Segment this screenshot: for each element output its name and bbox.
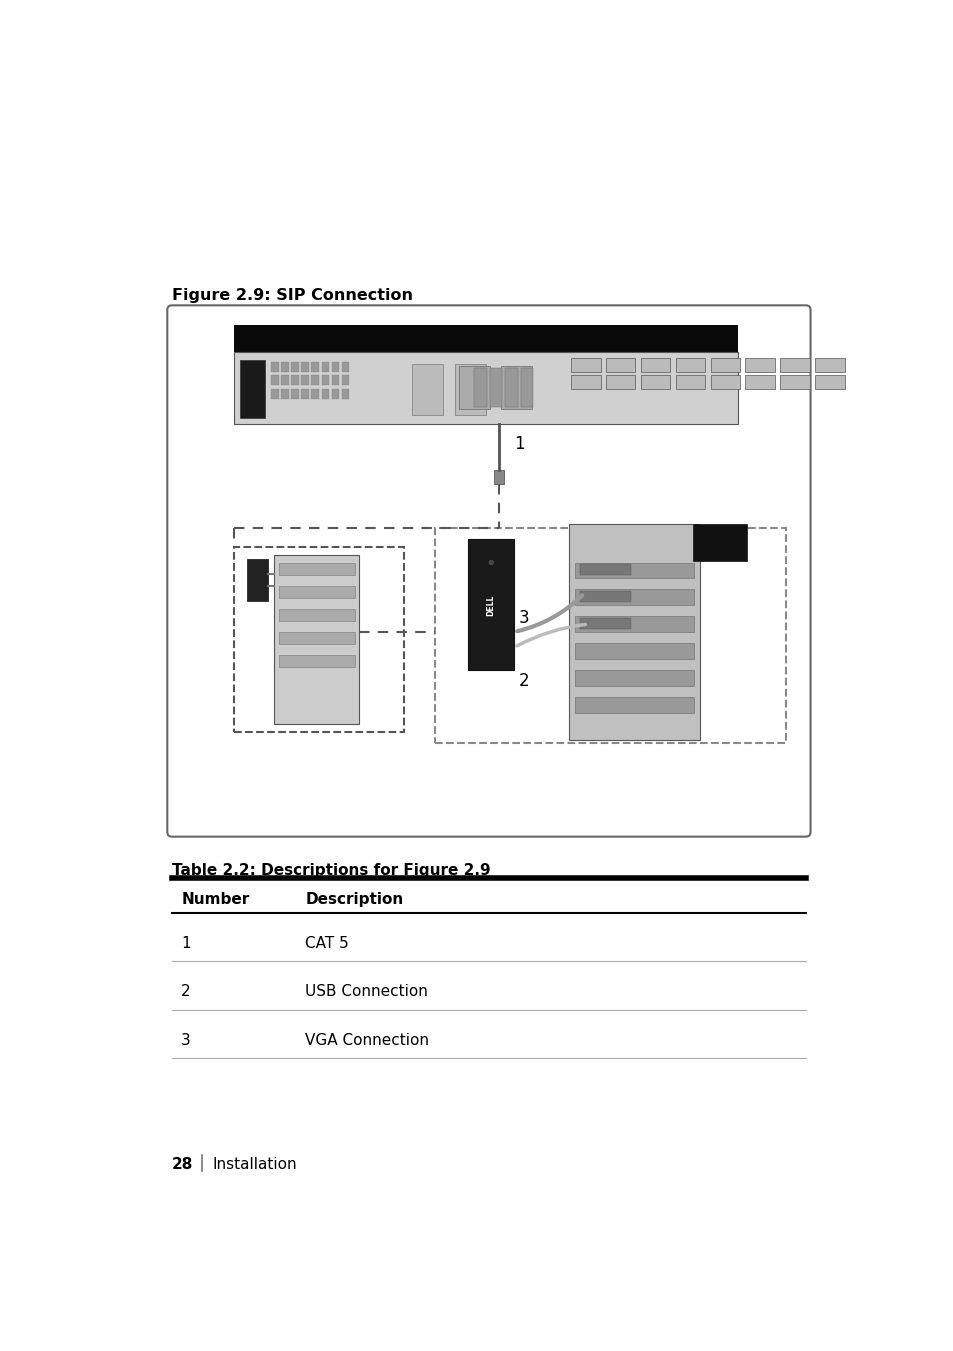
Bar	[281, 376, 289, 385]
Bar	[278, 655, 355, 667]
Bar	[710, 376, 740, 389]
Text: Number: Number	[181, 892, 250, 907]
Bar	[815, 358, 843, 373]
Text: Description: Description	[305, 892, 403, 907]
Bar	[281, 362, 289, 372]
Bar	[291, 389, 298, 400]
Bar	[291, 376, 298, 385]
Text: VGA Connection: VGA Connection	[305, 1034, 429, 1048]
Bar	[575, 670, 694, 686]
Text: 2: 2	[181, 985, 191, 1000]
Bar	[815, 376, 843, 389]
Bar	[341, 362, 349, 372]
Bar	[494, 470, 503, 484]
Bar	[321, 362, 329, 372]
Bar	[575, 616, 694, 632]
Bar	[281, 389, 289, 400]
Bar	[311, 389, 319, 400]
Text: 3: 3	[181, 1034, 191, 1048]
FancyBboxPatch shape	[167, 305, 810, 836]
Bar	[692, 524, 746, 561]
Bar	[247, 559, 268, 601]
Text: 3: 3	[518, 609, 529, 627]
Bar	[271, 389, 278, 400]
Text: 28: 28	[172, 1156, 193, 1171]
Bar	[575, 697, 694, 713]
Bar	[468, 539, 514, 670]
Bar	[455, 363, 485, 415]
Bar	[458, 366, 489, 408]
Bar	[301, 376, 309, 385]
Text: Installation: Installation	[212, 1156, 296, 1171]
Bar	[311, 362, 319, 372]
Bar	[412, 363, 443, 415]
Bar	[332, 362, 339, 372]
Bar	[301, 362, 309, 372]
Bar	[675, 376, 704, 389]
Bar	[571, 376, 599, 389]
Bar	[744, 376, 774, 389]
Bar	[605, 358, 635, 373]
Bar	[575, 643, 694, 659]
Bar	[579, 590, 630, 601]
Bar	[489, 367, 501, 407]
Text: CAT 5: CAT 5	[305, 936, 349, 951]
Bar	[321, 376, 329, 385]
Bar	[505, 367, 517, 407]
Bar	[520, 367, 533, 407]
Bar	[233, 326, 737, 353]
Bar	[605, 376, 635, 389]
Bar	[579, 565, 630, 574]
Bar	[575, 562, 694, 578]
Text: Figure 2.9: SIP Connection: Figure 2.9: SIP Connection	[172, 288, 413, 303]
Text: 1: 1	[181, 936, 191, 951]
Bar	[675, 358, 704, 373]
Bar	[575, 589, 694, 605]
Bar	[233, 547, 404, 732]
Bar	[568, 524, 700, 739]
Circle shape	[488, 561, 493, 565]
Bar	[780, 376, 809, 389]
Bar	[321, 389, 329, 400]
Bar	[341, 389, 349, 400]
Bar	[274, 555, 359, 724]
Bar	[291, 362, 298, 372]
Bar	[311, 376, 319, 385]
Text: 1: 1	[514, 435, 524, 454]
Bar	[271, 376, 278, 385]
Bar	[278, 632, 355, 644]
Text: USB Connection: USB Connection	[305, 985, 428, 1000]
Bar	[710, 358, 740, 373]
Bar	[474, 367, 486, 407]
Bar	[278, 609, 355, 621]
Bar	[341, 376, 349, 385]
Bar	[579, 617, 630, 628]
Bar	[780, 358, 809, 373]
Bar	[332, 389, 339, 400]
Bar	[278, 585, 355, 598]
Bar	[233, 353, 737, 424]
Bar	[435, 528, 785, 743]
Text: 2: 2	[518, 671, 529, 690]
Bar	[278, 562, 355, 574]
Bar	[640, 358, 670, 373]
Bar	[240, 359, 265, 417]
Bar	[332, 376, 339, 385]
Bar	[744, 358, 774, 373]
Bar	[640, 376, 670, 389]
Bar	[301, 389, 309, 400]
Text: DELL: DELL	[486, 594, 496, 616]
Bar	[571, 358, 599, 373]
Bar	[271, 362, 278, 372]
Text: Table 2.2: Descriptions for Figure 2.9: Table 2.2: Descriptions for Figure 2.9	[172, 863, 490, 878]
Bar	[500, 366, 532, 408]
